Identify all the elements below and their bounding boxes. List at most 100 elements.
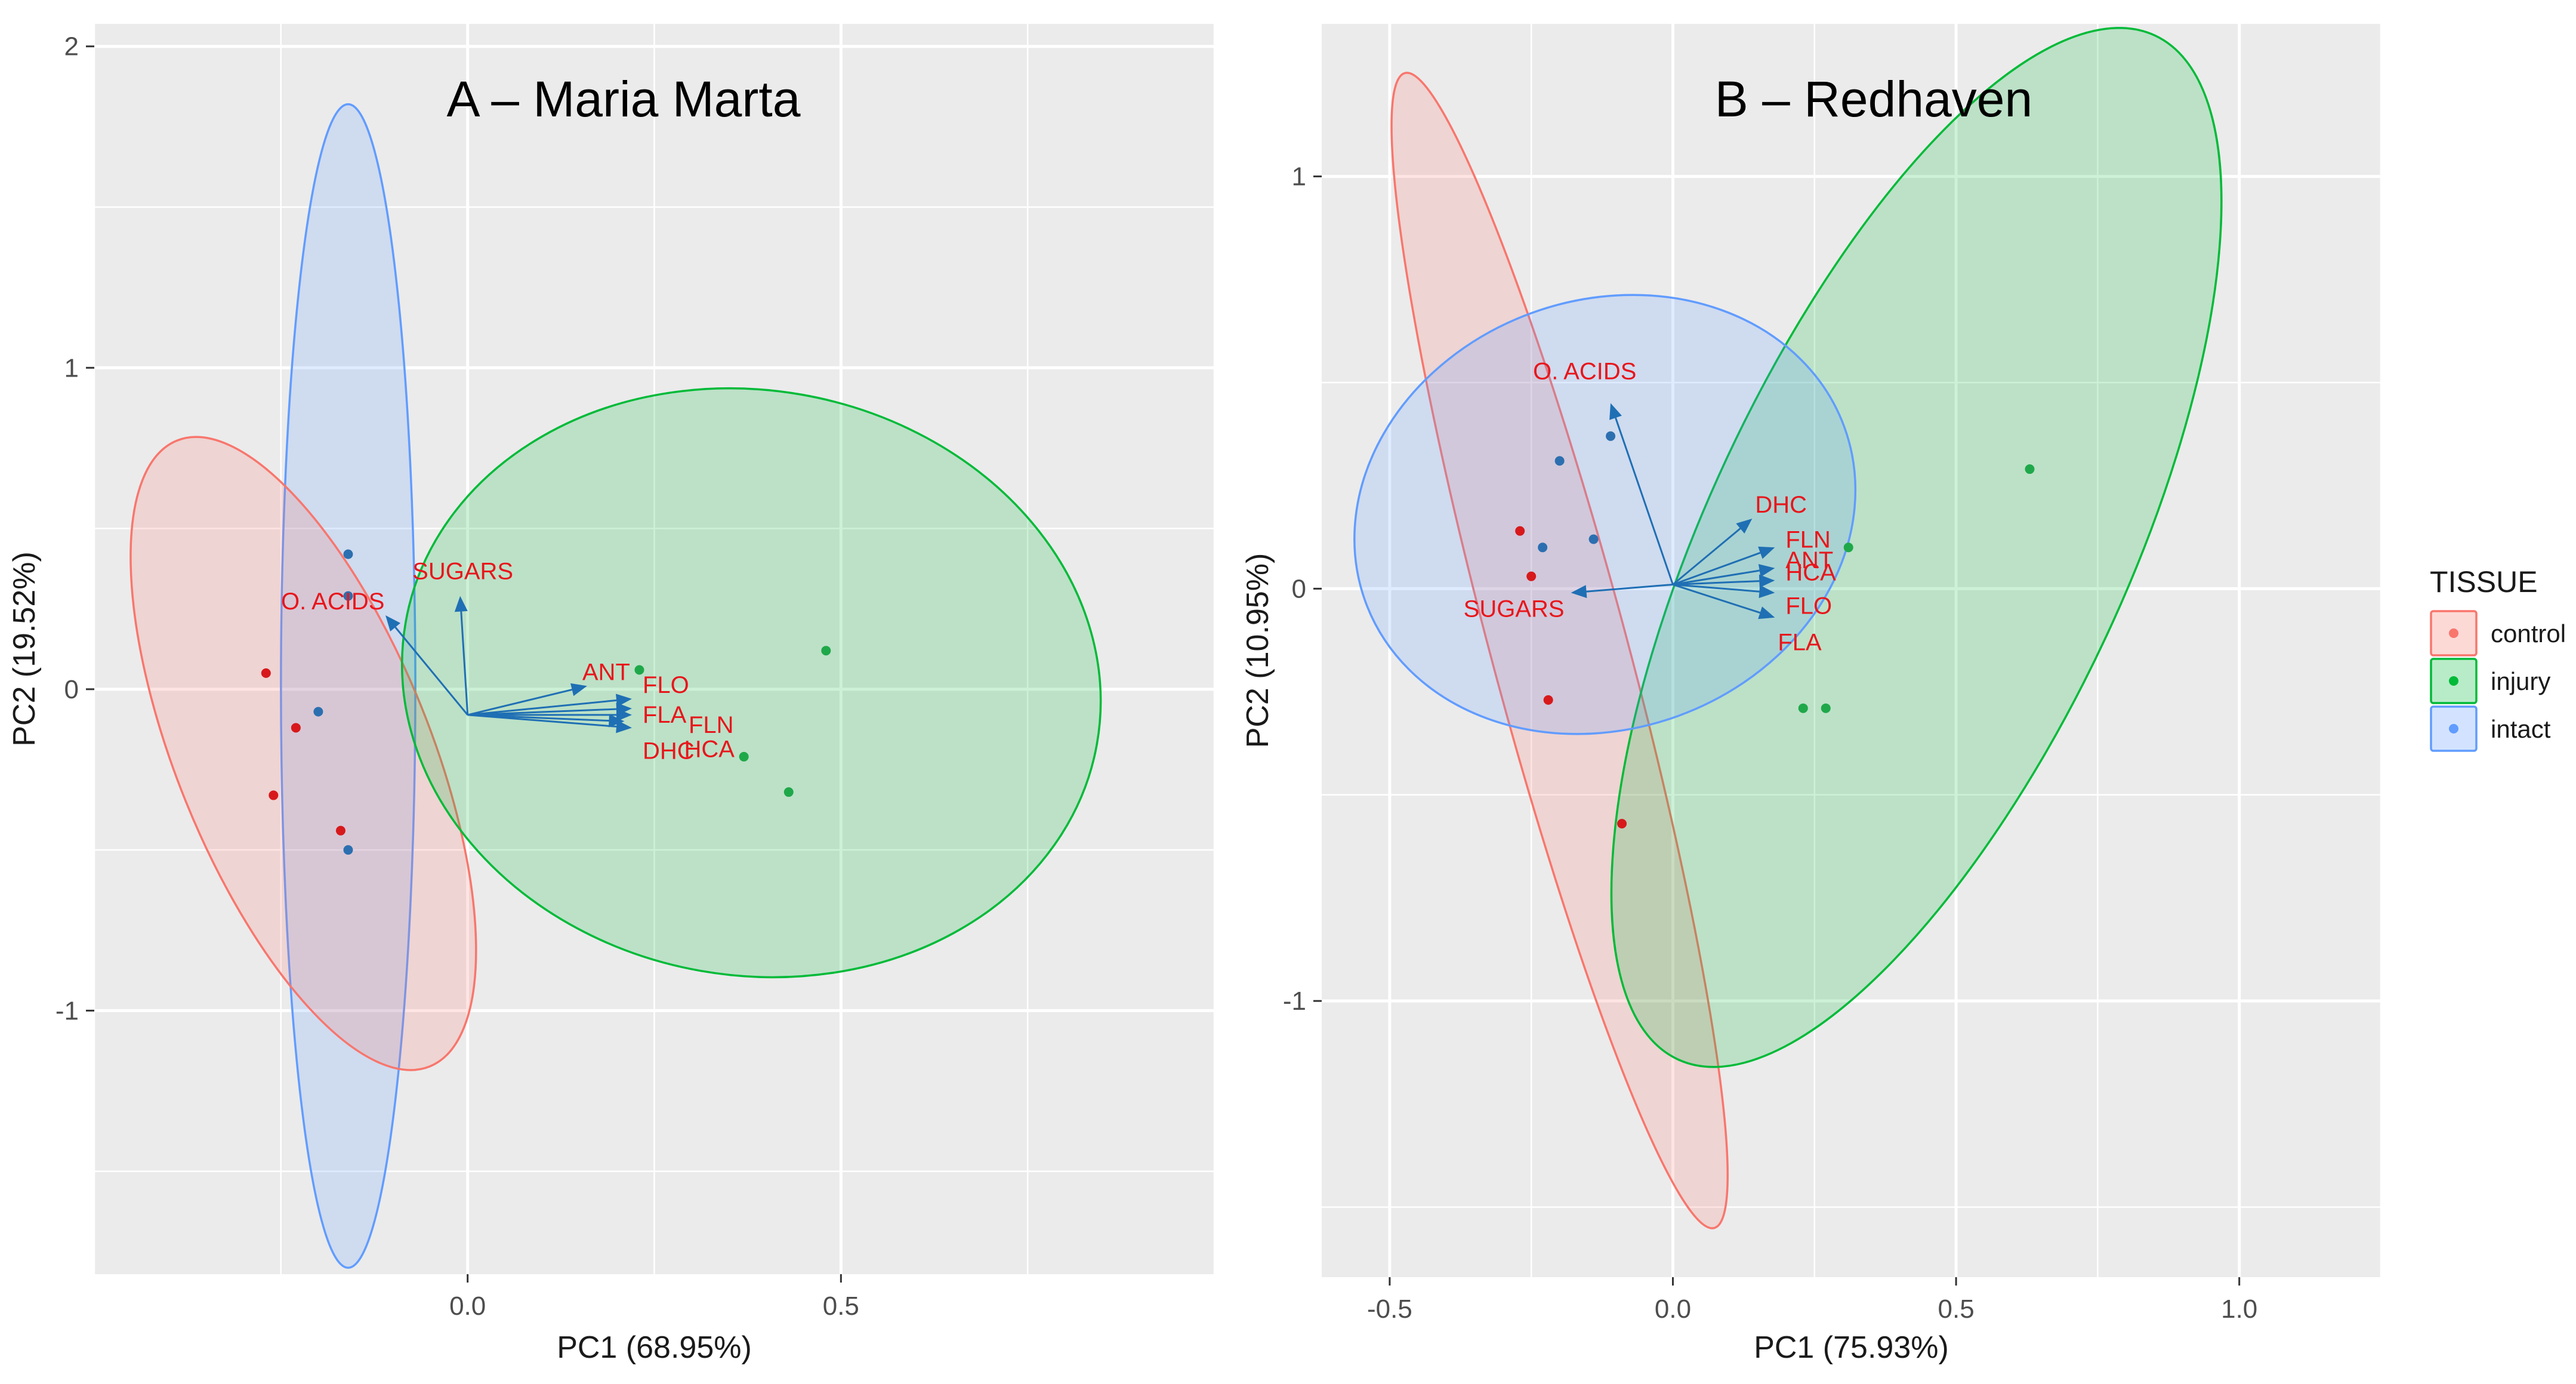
panel-a-title: A – Maria Marta (447, 71, 801, 127)
legend-title: TISSUE (2430, 565, 2538, 599)
panel-b-point-injury (1843, 542, 1853, 553)
panel-a-points (261, 549, 831, 855)
panel-a-y-tick-label: -1 (55, 996, 79, 1025)
panel-b-loading-arrow-o-acids (1615, 417, 1674, 585)
panel-a-ellipse-intact (280, 103, 417, 1269)
panel-a-y-tick-label: 1 (64, 353, 79, 383)
panel-b-x-tick-label: 0.0 (1655, 1294, 1691, 1324)
panel-a-loading-arrowhead (616, 720, 632, 733)
panel-b-y-tick-label: 1 (1292, 162, 1306, 192)
panel-a-ellipses (129, 103, 1102, 1269)
panel-b-loading-arrowhead (1571, 585, 1587, 599)
panel-b-loading-arrowhead (1736, 518, 1753, 534)
panel-a-x-axis-title: PC1 (68.95%) (557, 1330, 752, 1365)
panel-a-loading-label: FLA (643, 702, 687, 728)
legend-dot-intact (2449, 724, 2458, 733)
legend-item-control: control (2430, 610, 2566, 656)
panel-b-loading-arrow-flo (1673, 583, 1760, 593)
panel-b-title: B – Redhaven (1715, 71, 2032, 127)
legend-dot-control (2449, 628, 2458, 638)
panel-b-loading-arrow-fln (1672, 551, 1761, 585)
legend-item-intact: intact (2430, 705, 2551, 752)
panel-b-loading-label: ANT (1785, 547, 1833, 574)
panel-a-loading-label: FLN (689, 712, 734, 738)
panel-b-point-injury (2025, 464, 2035, 474)
panel-a-point-intact (313, 707, 323, 717)
panel-b-loading-label: O. ACIDS (1533, 359, 1636, 385)
panel-b-loading-label: DHC (1755, 492, 1807, 518)
panel-a-point-control (335, 825, 345, 836)
panel-b-ellipse-injury (1610, 27, 2223, 1068)
panel-a-y-axis-title: PC2 (19.52%) (7, 551, 42, 747)
panel-b-loading-arrow-sugars (1586, 583, 1673, 593)
panel-b-point-control (1526, 571, 1537, 581)
panel-b-loading-label: FLN (1785, 526, 1831, 553)
panel-b-loading-arrow-dhc (1672, 528, 1741, 585)
panel-a-ellipse-control (129, 436, 477, 1071)
panel-a-loading-arrowhead (616, 708, 632, 722)
panel-b-points (1515, 431, 2035, 829)
panel-b-point-control (1543, 695, 1553, 705)
panel-a-loading-arrowhead (570, 683, 587, 696)
panel-b-x-tick-label: 1.0 (2221, 1294, 2257, 1324)
panel-a-loading-arrowhead (609, 714, 625, 728)
panel-b-loading-arrowhead (1758, 546, 1775, 559)
panel-a-loading-label: ANT (582, 659, 630, 685)
panel-b-loading-label: SUGARS (1464, 596, 1565, 622)
panel-a-point-injury (634, 665, 644, 675)
panel-b-loading-arrowhead (1758, 564, 1775, 577)
panel-a-y-tick-label: 0 (64, 675, 79, 704)
panel-a-point-intact (343, 591, 353, 601)
panel-b-x-tick-label: 0.5 (1938, 1294, 1975, 1324)
panel-a-loading-arrow-fla (467, 708, 617, 716)
panel-a-loading-label: DHC (643, 738, 695, 764)
panel-b-y-tick-label: 0 (1292, 574, 1306, 603)
panel-b-point-injury (1798, 703, 1808, 713)
panel-b-loading-label: HCA (1785, 560, 1836, 586)
panel-b-point-intact (1588, 534, 1599, 544)
panel-b-ellipse-intact (1353, 294, 1857, 735)
panel-a-loading-arrow-sugars (460, 611, 469, 715)
legend-label-control: control (2491, 619, 2566, 648)
panel-a-point-intact (343, 845, 353, 855)
panel-a-loading-label: FLO (643, 672, 689, 698)
panel-a-loading-arrowhead (385, 615, 401, 632)
panel-b-point-intact (1554, 456, 1565, 466)
panel-b-point-injury (1821, 703, 1831, 713)
panel-b-ellipse-control (1390, 72, 1729, 1229)
panel-a-point-intact (343, 549, 353, 559)
panel-b-x-axis-title: PC1 (75.93%) (1754, 1330, 1949, 1365)
legend-label-injury: injury (2491, 667, 2550, 695)
panel-a-loading-label: HCA (684, 736, 735, 763)
panel-b-point-intact (1606, 431, 1616, 441)
legend-dot-injury (2449, 676, 2458, 686)
panel-a-loading-label: O. ACIDS (281, 588, 384, 615)
panel-b-ellipses (1353, 27, 2223, 1229)
panel-a-point-control (269, 790, 279, 800)
panel-b-loading-arrowhead (1759, 574, 1775, 588)
panel-a-x-tick-label: 0.5 (823, 1291, 859, 1321)
panel-a-point-control (291, 723, 301, 733)
panel-b-loading-label: FLA (1778, 630, 1822, 656)
panel-a-x-tick-label: 0.0 (449, 1291, 486, 1321)
panel-b-loading-arrowhead (1758, 606, 1775, 619)
panel-a-loading-label: SUGARS (412, 559, 513, 585)
panel-b-point-control (1515, 526, 1525, 536)
panel-b-x-tick-label: -0.5 (1367, 1294, 1412, 1324)
panel-a-loading-arrow-ant (467, 689, 572, 716)
panel-b-loading-arrow-ant (1673, 569, 1760, 585)
legend: TISSUE control injury intact (2430, 565, 2566, 752)
panel-a-point-injury (739, 751, 749, 762)
panel-a-point-injury (783, 787, 794, 797)
panel-b-loading-arrow-fla (1673, 584, 1761, 614)
panel-a-loading-arrow-hca (467, 714, 609, 722)
panel-a-point-injury (821, 646, 831, 656)
panel-a-loading-arrowhead (454, 596, 468, 612)
legend-label-intact: intact (2491, 715, 2551, 743)
panel-b-loading-label: FLO (1785, 593, 1832, 619)
panel-b-loading-arrowhead (1759, 585, 1775, 599)
panel-b-ticks: -0.5 0.0 0.5 1.0 -1 0 1 (1283, 162, 2257, 1324)
